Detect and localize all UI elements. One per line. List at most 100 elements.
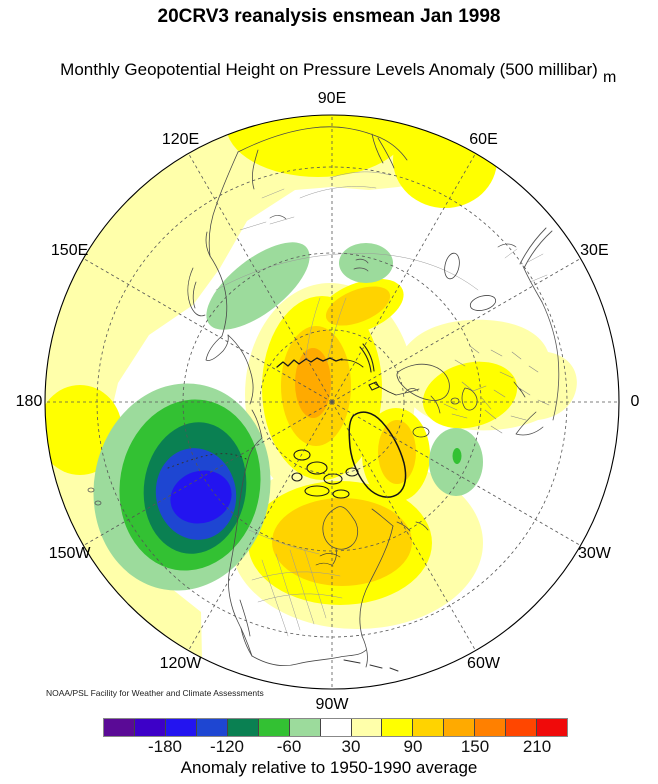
island-novaya-zemlya bbox=[359, 343, 375, 373]
coast-kola-whitesea bbox=[395, 388, 420, 396]
coast-persian-gulf bbox=[497, 243, 517, 248]
colorbar-segment bbox=[164, 719, 196, 736]
contour-europe-yellow bbox=[422, 361, 518, 429]
colorbar-tick-label: -120 bbox=[209, 737, 245, 756]
direction-label-30e: 30E bbox=[580, 241, 609, 259]
contour-eastna-gold bbox=[272, 498, 412, 586]
lake-black-sea bbox=[469, 295, 497, 311]
colorbar-segment bbox=[226, 719, 258, 736]
coast-chukotka bbox=[227, 334, 254, 405]
direction-label-150e: 150E bbox=[50, 241, 89, 259]
contour-topcenter-yellow bbox=[226, 115, 410, 177]
coast-kamchatka bbox=[205, 334, 229, 361]
contour-pacific-brightblue bbox=[170, 470, 232, 524]
islands-caribbean bbox=[343, 659, 399, 672]
units-label: m bbox=[603, 69, 617, 86]
contour-rim-band bbox=[45, 115, 484, 658]
river-yenisei bbox=[326, 297, 347, 363]
coast-baja bbox=[239, 599, 253, 657]
island-britain bbox=[461, 387, 478, 411]
colorbar-segment bbox=[443, 719, 475, 736]
coast-india bbox=[371, 133, 395, 169]
island-ireland bbox=[450, 397, 460, 405]
colorbar-tick-label: 150 bbox=[460, 737, 490, 756]
coast-hudson-bay bbox=[322, 506, 359, 565]
lake-caspian bbox=[444, 252, 460, 280]
coast-scandinavia bbox=[396, 363, 450, 401]
colorbar bbox=[103, 718, 568, 737]
direction-label-60w: 60W bbox=[467, 655, 500, 673]
coast-south-asia bbox=[237, 126, 408, 161]
colorbar-segment bbox=[104, 719, 134, 736]
borders-us-states bbox=[248, 529, 343, 637]
contour-60e-yellow bbox=[393, 115, 497, 208]
direction-label-120e: 120E bbox=[161, 130, 200, 148]
coast-korea bbox=[205, 231, 211, 257]
border-himalaya bbox=[299, 171, 391, 199]
coast-bering-alaska bbox=[247, 409, 263, 461]
map-boundary-circle bbox=[44, 114, 620, 690]
direction-label-150w: 150W bbox=[48, 544, 91, 562]
graticule bbox=[45, 115, 619, 689]
contour-siberia-lightgreen bbox=[206, 242, 310, 330]
island-iceland bbox=[412, 426, 430, 438]
page-title: 20CRV3 reanalysis ensmean Jan 1998 bbox=[157, 6, 501, 27]
colorbar-tick-label: -180 bbox=[147, 737, 183, 756]
direction-label-60e: 60E bbox=[469, 130, 498, 148]
direction-label-120w: 120W bbox=[159, 655, 202, 673]
border-china bbox=[239, 188, 295, 231]
colorbar-segment bbox=[381, 719, 413, 736]
colorbar-tick-label: 30 bbox=[341, 737, 361, 756]
direction-label-180: 180 bbox=[15, 393, 43, 410]
colorbar-segment bbox=[474, 719, 506, 736]
coast-mexico-gulf bbox=[251, 649, 367, 666]
colorbar-tick-label: 90 bbox=[403, 737, 423, 756]
contour-wsiberia-lightgreen bbox=[339, 243, 393, 283]
coast-labrador bbox=[371, 508, 394, 527]
coast-kara bbox=[340, 359, 397, 396]
lakes-west-siberia bbox=[353, 258, 369, 272]
river-ob bbox=[304, 297, 321, 363]
coast-sakhalin bbox=[192, 281, 197, 309]
colorbar-segment bbox=[195, 719, 227, 736]
page-subtitle: Monthly Geopotential Height on Pressure … bbox=[60, 60, 598, 79]
colorbar-caption: Anomaly relative to 1950-1990 average bbox=[180, 758, 478, 777]
coast-china-east bbox=[208, 151, 239, 257]
coast-na-west bbox=[228, 459, 253, 657]
colorbar-segment bbox=[412, 719, 444, 736]
coast-iberia-med bbox=[513, 381, 544, 436]
colorbar-ticks: -180 -120 -60 30 90 150 210 bbox=[103, 737, 568, 757]
coast-okhotsk bbox=[209, 255, 228, 337]
border-arabia bbox=[504, 248, 548, 283]
contour-polar-orange bbox=[295, 348, 331, 418]
contour-greenland-gold bbox=[378, 420, 416, 484]
coast-florida bbox=[361, 635, 368, 668]
credit-text: NOAA/PSL Facility for Weather and Climat… bbox=[46, 688, 264, 698]
direction-label-30w: 30W bbox=[577, 544, 611, 562]
direction-label-0: 0 bbox=[630, 393, 640, 410]
colorbar-tick-label: -60 bbox=[276, 737, 302, 756]
colorbar-segment bbox=[505, 719, 537, 736]
colorbar-segment bbox=[257, 719, 289, 736]
direction-label-90e: 90E bbox=[317, 90, 347, 107]
colorbar-segment bbox=[288, 719, 320, 736]
coast-baltic bbox=[430, 395, 441, 414]
colorbar-segment bbox=[133, 719, 165, 736]
islands-aleutian bbox=[167, 453, 249, 469]
island-svalbard bbox=[368, 381, 380, 391]
coast-indochina bbox=[251, 149, 259, 190]
coast-taymyr bbox=[276, 357, 343, 368]
contour-atlantic-green bbox=[452, 448, 462, 464]
islands-pacific-atolls bbox=[87, 487, 102, 506]
colorbar-segment bbox=[350, 719, 382, 736]
contour-kara-gold bbox=[325, 286, 391, 326]
borders-europe bbox=[443, 345, 550, 434]
coast-newfoundland bbox=[396, 521, 429, 532]
colorbar-tick-label: 210 bbox=[522, 737, 552, 756]
coast-mideast bbox=[519, 227, 553, 303]
lake-baikal bbox=[269, 215, 287, 220]
direction-label-90w: 90W bbox=[315, 696, 349, 713]
latitude-circle-50n bbox=[182, 252, 482, 552]
colorbar-segment bbox=[319, 719, 351, 736]
